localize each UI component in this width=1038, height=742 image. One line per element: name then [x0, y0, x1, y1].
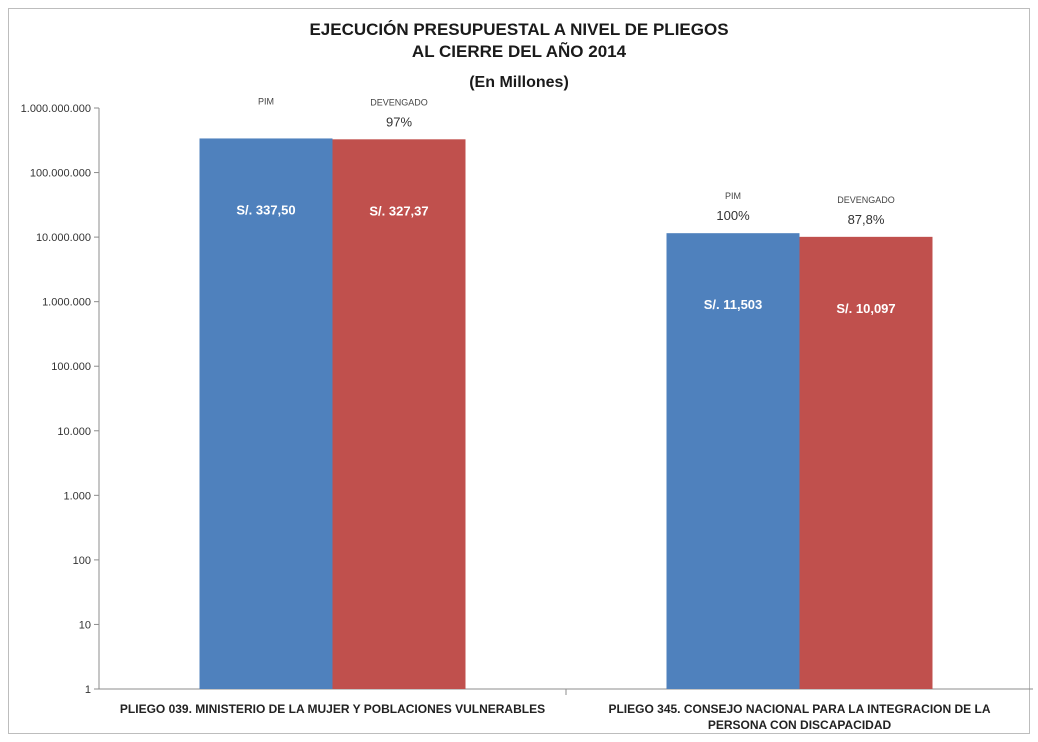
bar-devengado-2 [799, 236, 933, 690]
bar-value-label: S/. 337,50 [236, 202, 295, 217]
y-tick-label: 1.000 [63, 490, 91, 502]
chart-title-line-2: AL CIERRE DEL AÑO 2014 [411, 42, 627, 61]
y-tick-label: 10 [79, 619, 91, 631]
x-category-label: PLIEGO 039. MINISTERIO DE LA MUJER Y POB… [120, 702, 545, 716]
x-category-label: PERSONA CON DISCAPACIDAD [708, 718, 892, 732]
bar-devengado-1 [332, 139, 466, 689]
bar-percent-label: 100% [716, 208, 750, 223]
bar-value-label: S/. 11,503 [704, 297, 763, 312]
bar-percent-label: 87,8% [848, 212, 885, 227]
y-tick-label: 1.000.000 [42, 297, 91, 309]
y-tick-label: 1 [85, 684, 91, 696]
y-tick-label: 100.000.000 [30, 168, 91, 180]
chart-title-line-1: EJECUCIÓN PRESUPUESTAL A NIVEL DE PLIEGO… [309, 20, 729, 39]
y-tick-label: 10.000.000 [36, 232, 91, 244]
bar-value-label: S/. 327,37 [369, 203, 428, 218]
bar-series-label: DEVENGADO [370, 97, 428, 107]
bar-pim-2 [666, 233, 800, 689]
bar-series-label: DEVENGADO [837, 195, 895, 205]
bar-pim-1 [199, 138, 333, 690]
bar-value-label: S/. 10,097 [836, 301, 895, 316]
chart-title-line-3: (En Millones) [469, 74, 569, 91]
bar-percent-label: 97% [386, 114, 412, 129]
bar-series-label: PIM [258, 96, 274, 106]
y-tick-label: 10.000 [57, 426, 91, 438]
y-tick-label: 1.000.000.000 [21, 103, 91, 115]
bar-series-label: PIM [725, 191, 741, 201]
x-category-label: PLIEGO 345. CONSEJO NACIONAL PARA LA INT… [608, 702, 990, 716]
y-tick-label: 100.000 [51, 361, 91, 373]
y-tick-label: 100 [73, 555, 91, 567]
